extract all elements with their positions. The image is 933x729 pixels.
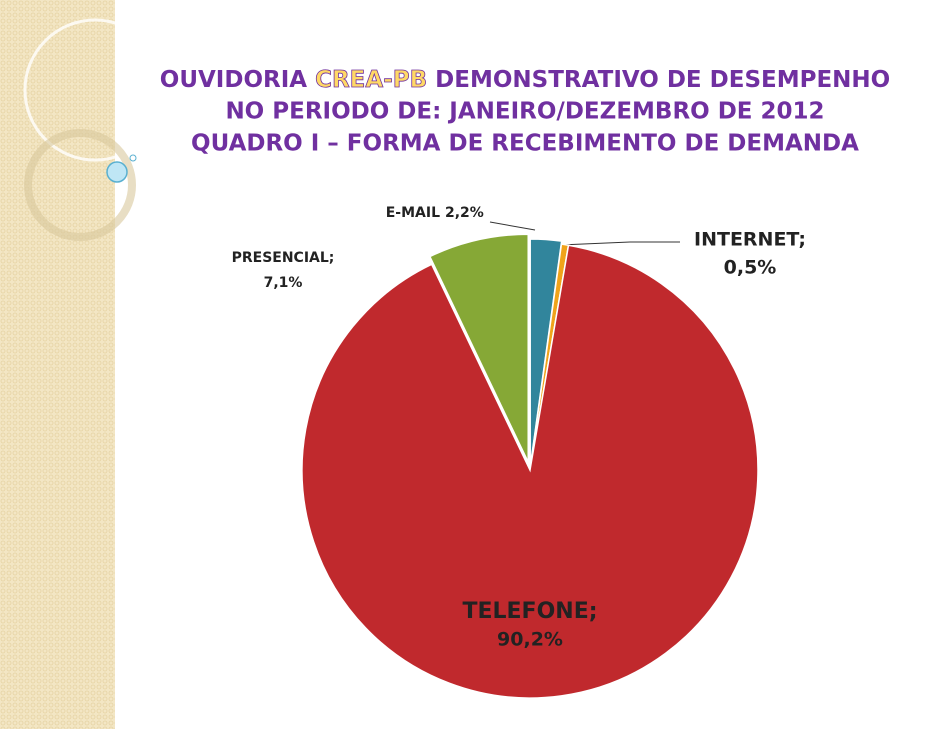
title-line: QUADRO I – FORMA DE RECEBIMENTO DE DEMAN…	[191, 131, 859, 157]
slice-category: INTERNET;	[694, 229, 806, 251]
title-line: NO PERIODO DE: JANEIRO/DEZEMBRO DE 2012	[225, 99, 824, 125]
slice-value-label: 90,2%	[497, 629, 563, 651]
title-highlight: CREA-PB	[315, 67, 427, 93]
decor-bubble	[106, 161, 128, 183]
pie	[301, 233, 759, 699]
slice-category: PRESENCIAL;	[232, 250, 335, 266]
pie-slice	[428, 233, 529, 463]
slice-category: TELEFONE;	[462, 599, 597, 624]
decor-circle	[24, 129, 136, 241]
slice-value-label: 2,2%	[445, 205, 484, 221]
leader-line	[489, 221, 536, 231]
title-part: OUVIDORIA	[160, 67, 307, 93]
title-part: DEMONSTRATIVO DE DESEMPENHO	[435, 67, 890, 93]
slice-value-label: 7,1%	[264, 275, 303, 291]
leader-line	[559, 241, 680, 246]
side-strip	[0, 0, 115, 729]
title-line: OUVIDORIA CREA-PB DEMONSTRATIVO DE DESEM…	[160, 67, 890, 93]
slice-category: E-MAIL	[386, 205, 440, 221]
decor-circle	[23, 18, 167, 162]
pie-slice	[301, 244, 759, 699]
slice-value-label: 0,5%	[724, 257, 777, 279]
decor-bubble	[129, 154, 137, 162]
